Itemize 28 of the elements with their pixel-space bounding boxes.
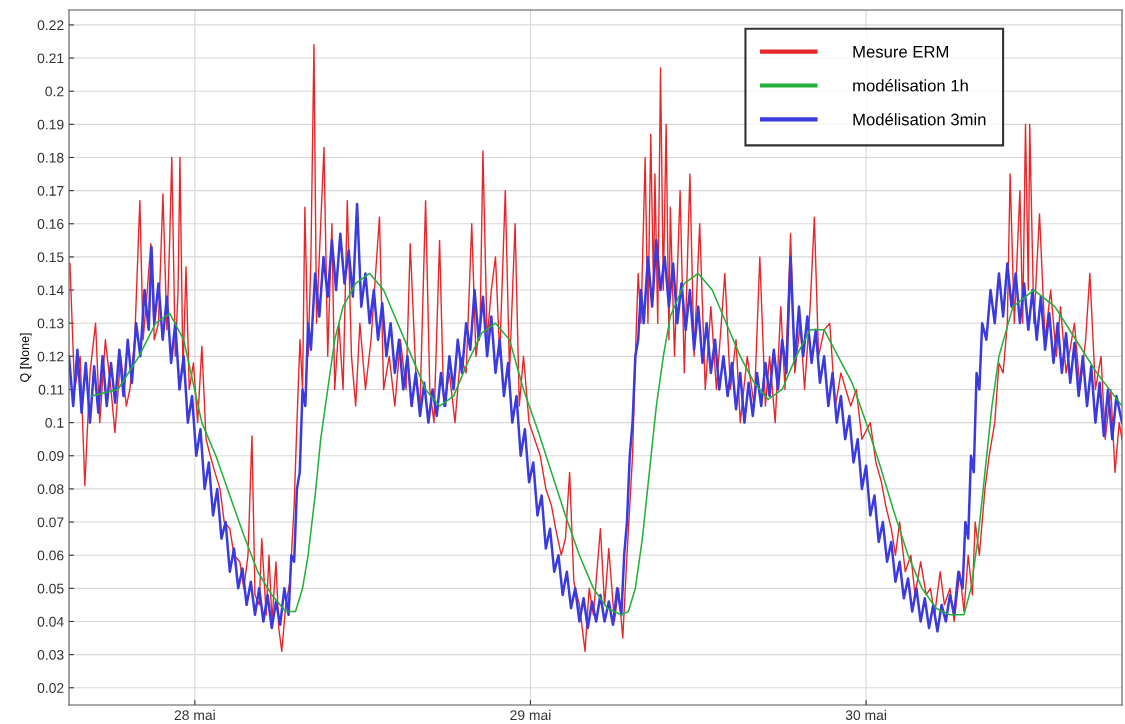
legend-label: modélisation 1h: [853, 79, 968, 92]
y-tick-label: 0.09: [37, 451, 64, 461]
y-tick-label: 0.22: [37, 20, 64, 31]
y-tick-label: 0.04: [37, 616, 64, 627]
y-tick-label: 0.06: [37, 550, 64, 561]
y-tick-label: 0.07: [37, 517, 64, 528]
y-tick-label: 0.16: [37, 219, 64, 229]
y-tick-label: 0.17: [37, 185, 64, 196]
x-tick-label: 28 mai: [174, 709, 215, 721]
y-axis-title: Q [None]: [19, 333, 32, 382]
y-tick-label: 0.2: [45, 86, 64, 97]
x-tick-label: 30 mai: [845, 709, 886, 721]
y-tick-label: 0.15: [37, 252, 64, 263]
legend-label: Modélisation 3min: [853, 112, 986, 126]
y-tick-label: 0.18: [37, 152, 64, 163]
y-tick-label: 0.12: [37, 351, 64, 362]
y-tick-label: 0.1: [45, 417, 64, 428]
y-tick-label: 0.03: [37, 649, 64, 660]
y-tick-label: 0.21: [37, 53, 64, 64]
y-tick-label: 0.13: [37, 318, 64, 329]
y-tick-label: 0.05: [37, 583, 64, 594]
y-tick-label: 0.19: [37, 119, 64, 130]
x-tick-label: 29 mai: [510, 709, 551, 721]
y-tick-label: 0.02: [37, 683, 64, 693]
y-tick-label: 0.11: [38, 384, 64, 395]
legend-label: Mesure ERM: [853, 46, 948, 58]
y-tick-label: 0.14: [37, 285, 64, 296]
y-tick-label: 0.08: [37, 484, 64, 495]
